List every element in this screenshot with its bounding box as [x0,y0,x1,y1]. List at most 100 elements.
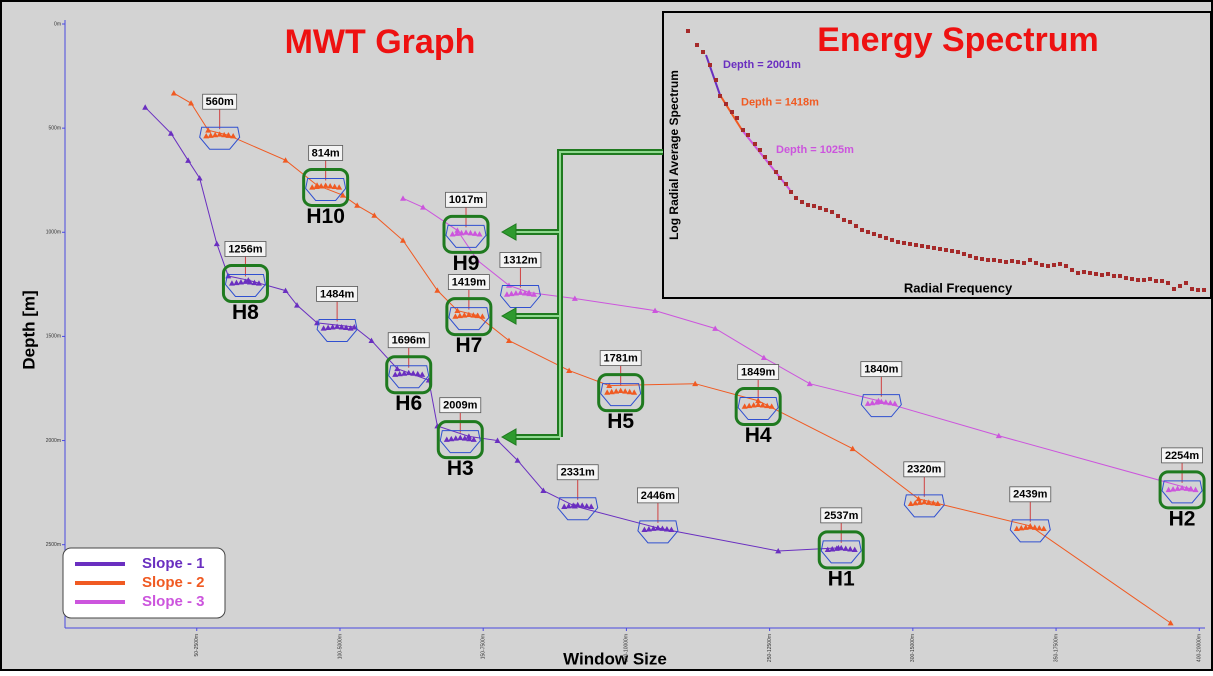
marker [1040,525,1047,532]
marker [1036,525,1043,531]
marker [325,324,332,331]
marker [401,370,408,376]
y-tick-label: 0m [54,21,61,27]
cluster-outline [499,285,541,309]
spectrum-point [686,29,690,33]
horizon-label: H1 [828,567,855,590]
marker [887,399,894,406]
marker [188,100,195,106]
spectrum-point [800,200,804,204]
legend-label: Slope - 2 [142,574,205,591]
spectrum-point [986,258,990,262]
marker [1022,524,1029,530]
depth-label-box [439,397,482,414]
marker [806,380,813,387]
marker [255,280,262,286]
spectrum-point [741,128,745,132]
marker [934,500,941,507]
marker [882,399,889,405]
marker [907,500,914,507]
marker [613,388,620,394]
depth-cluster [316,301,358,342]
marker [741,403,748,409]
spectrum-point [1142,278,1146,282]
spectrum-point [806,203,810,207]
marker [995,432,1002,439]
spectrum-point [784,182,788,186]
marker [530,291,537,297]
highlight-box [1158,470,1206,510]
marker [512,290,519,296]
spectrum-point [1022,261,1026,265]
marker [503,291,510,297]
marker [334,323,341,329]
legend-label: Slope - 1 [142,555,205,572]
marker [626,388,633,395]
marker [1179,484,1186,491]
marker [434,287,441,293]
marker [571,295,578,301]
highlight-box [221,263,269,303]
series-line [173,92,1171,624]
depth-label-box [556,464,599,481]
spectrum-point [1016,260,1020,264]
depth-cluster [1009,501,1051,543]
fit-label: Depth = 1418m [741,96,819,108]
depth-label: 2446m [641,490,675,502]
depth-label-box [903,461,946,478]
spectrum-point [1160,279,1164,283]
depth-label-box [387,332,430,349]
inset-x-label: Radial Frequency [904,280,1013,295]
spectrum-point [944,248,948,252]
marker [470,312,477,318]
marker [212,131,219,138]
marker [654,524,661,531]
depth-label: 2331m [561,467,595,479]
spectrum-point [932,246,936,250]
chart-title: MWT Graph [285,23,476,61]
depth-label-box [1161,447,1203,464]
marker [205,127,212,133]
spectrum-point [1202,288,1206,292]
spectrum-point [789,190,793,194]
spectrum-point [824,208,828,212]
marker [456,312,463,319]
marker [454,227,461,233]
horizon-label: H3 [447,457,474,480]
marker [185,157,192,163]
horizon-label: H4 [745,424,772,447]
marker [449,231,456,237]
marker [873,399,880,405]
marker [221,131,228,138]
depth-label: 1849m [741,366,775,378]
marker [448,435,455,442]
marker [452,313,459,319]
marker [760,354,767,361]
marker [282,157,289,163]
marker [631,389,638,395]
highlight-box [442,214,490,254]
depth-label-box [202,93,238,110]
marker [925,499,932,505]
cluster-outline [737,397,779,421]
spectrum-point [818,206,822,210]
spectrum-point [956,250,960,254]
spectrum-point [962,252,966,256]
marker [322,182,329,188]
depth-label: 1781m [604,353,638,365]
spectrum-point [1124,276,1128,280]
marker [331,183,338,190]
spectrum-point [1088,271,1092,275]
marker [565,502,572,509]
marker [396,370,403,377]
depth-label: 2537m [824,510,858,522]
depth-label: 1484m [320,288,354,300]
depth-label: 814m [312,147,340,159]
x-tick-label: 100-5000m [337,634,343,659]
spectrum-point [878,234,882,238]
marker [1027,523,1034,530]
marker [847,546,854,552]
horizon-label: H6 [395,392,422,415]
depth-cluster [448,289,490,331]
